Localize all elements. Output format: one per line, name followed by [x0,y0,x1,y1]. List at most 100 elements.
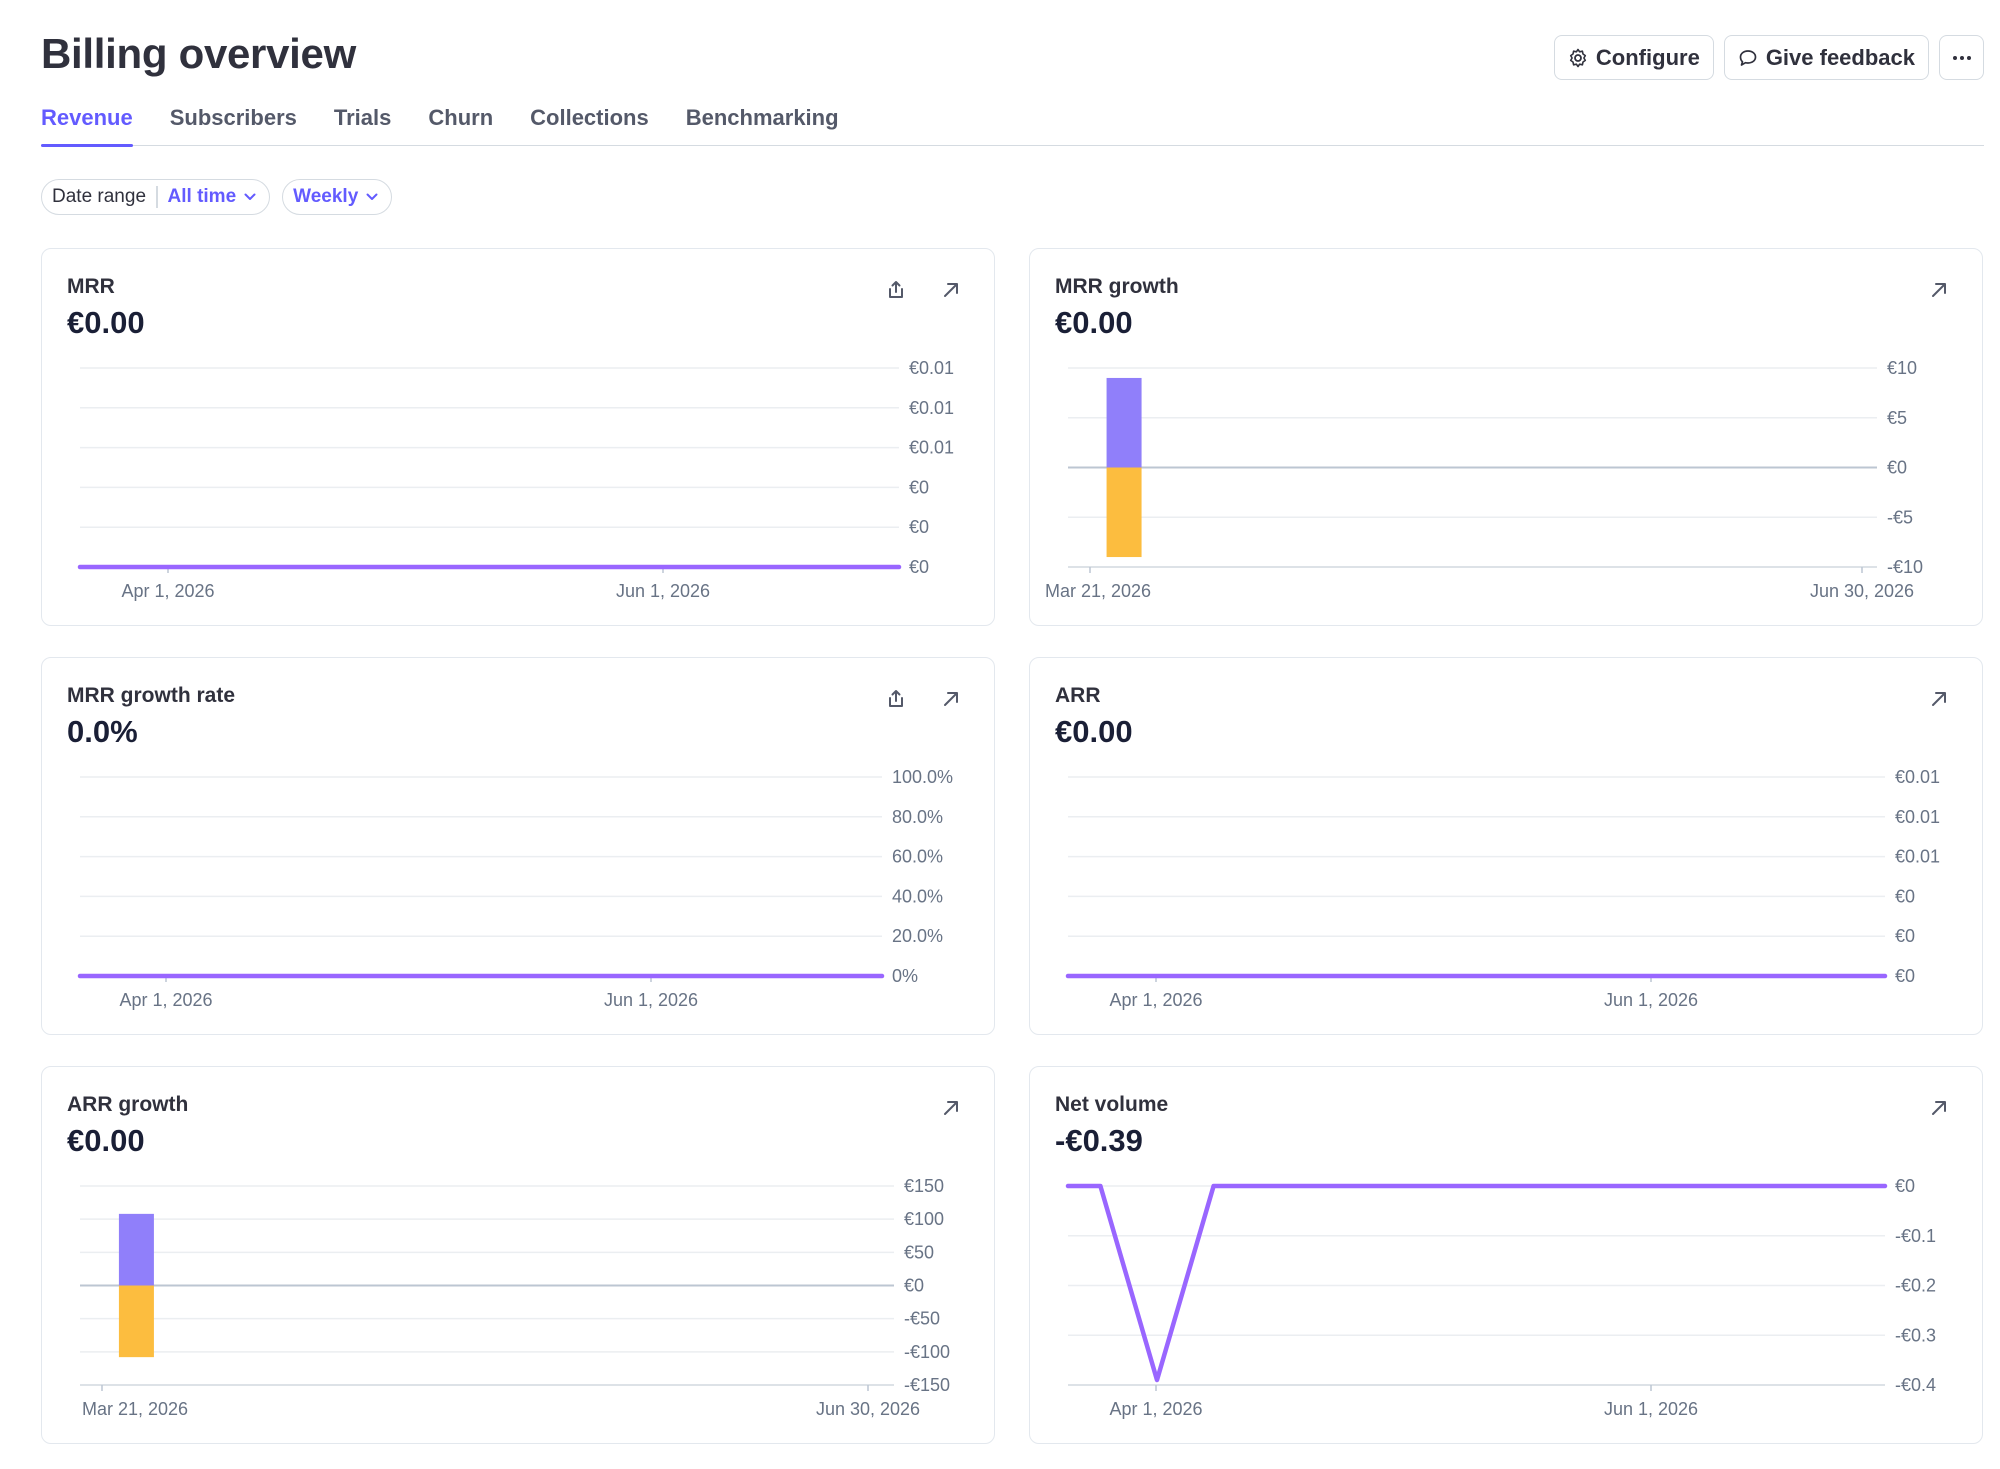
bar-negative [118,1285,154,1358]
expand-arrow-icon[interactable] [1924,1093,1954,1123]
card-title: ARR [1055,684,1101,707]
y-tick-label: €100 [904,1209,944,1229]
x-tick-label: Apr 1, 2026 [1109,990,1202,1010]
y-tick-label: 0% [892,966,918,986]
x-tick-label: Jun 1, 2026 [1604,990,1698,1010]
give-feedback-button[interactable]: Give feedback [1723,35,1929,80]
chart-card-mrr-growth-rate: 100.0% 80.0% 60.0% 40.0% 20.0% 0% Apr 1, 2026 J… [41,657,995,1035]
give-feedback-label: Give feedback [1765,44,1915,70]
y-tick-label: €5 [1887,408,1907,428]
x-tick-label: Apr 1, 2026 [121,581,214,601]
y-tick-label: €0 [1895,926,1915,946]
interval-filter[interactable]: Weekly [282,179,393,215]
expand-arrow-icon[interactable] [936,684,966,714]
y-tick-label: 100.0% [892,767,953,787]
x-tick-label: Apr 1, 2026 [1109,1399,1202,1419]
y-tick-label: 80.0% [892,807,943,827]
bar-negative [1106,467,1142,558]
chart-card-arr-growth: €150 €100 €50 €0 -€50 -€100 -€150 Mar 21, 2026 J… [41,1066,995,1444]
date-range-filter[interactable]: Date range All time [41,179,271,215]
page-title: Billing overview [41,30,356,77]
speech-bubble-icon [1738,48,1758,68]
gear-icon [1568,48,1588,68]
expand-arrow-icon[interactable] [936,1093,966,1123]
chart-card-mrr: €0.01 €0.01 €0.01 €0 €0 €0 Apr 1, 2026 Jun 1, 2… [41,248,995,626]
y-tick-label: €0 [1895,966,1915,986]
chart-card-mrr-growth: €10 €5 €0 -€5 -€10 Mar 21, 2026 Jun 30, 2026 MR… [1029,248,1983,626]
card-value: €0.00 [67,1123,145,1158]
y-tick-label: -€10 [1887,557,1923,577]
chart-card-arr: €0.01 €0.01 €0.01 €0 €0 €0 Apr 1, 2026 Jun 1, 2… [1029,657,1983,1035]
y-tick-label: €0 [1887,458,1907,478]
x-tick-label: Jun 30, 2026 [1810,581,1914,601]
tab-churn[interactable]: Churn [428,105,494,130]
y-tick-label: -€0.3 [1895,1325,1936,1345]
configure-label: Configure [1595,44,1700,70]
y-tick-label: -€0.4 [1895,1375,1936,1395]
chart-arr: €0.01 €0.01 €0.01 €0 €0 €0 Apr 1, 2026 Jun 1, 2… [1065,767,1940,1010]
y-tick-label: €0 [1895,886,1915,906]
chart-mrr-growth: €10 €5 €0 -€5 -€10 Mar 21, 2026 Jun 30, 2026 [1045,358,1923,601]
x-tick-label: Jun 1, 2026 [1604,1399,1698,1419]
y-tick-label: -€5 [1887,507,1913,527]
y-tick-label: -€0.1 [1895,1226,1936,1246]
export-icon[interactable] [881,684,911,714]
y-tick-label: 20.0% [892,926,943,946]
card-value: €0.00 [1055,714,1133,749]
filter-bar: Date range All time Weekly [41,179,393,215]
y-tick-label: €10 [1887,358,1917,378]
tab-trials[interactable]: Trials [333,105,392,130]
chevron-down-icon [236,193,256,201]
x-tick-label: Apr 1, 2026 [119,990,212,1010]
y-tick-label: €0.01 [909,438,954,458]
expand-arrow-icon[interactable] [1924,684,1954,714]
series-line [1065,1183,1888,1383]
y-tick-label: €0.01 [909,358,954,378]
expand-arrow-icon[interactable] [936,275,966,305]
chart-mrr-growth-rate: 100.0% 80.0% 60.0% 40.0% 20.0% 0% Apr 1, 2026 J… [77,767,953,1010]
bar-positive [1106,377,1142,468]
tab-revenue[interactable]: Revenue [41,100,133,147]
y-tick-label: €0.01 [1895,847,1940,867]
tab-bar: Revenue Subscribers Trials Churn Collections… [41,100,1984,147]
chart-arr-growth: €150 €100 €50 €0 -€50 -€100 -€150 Mar 21, 2026 J… [80,1176,950,1419]
tab-collections[interactable]: Collections [530,105,649,130]
x-tick-label: Jun 1, 2026 [616,581,710,601]
x-tick-label: Mar 21, 2026 [1045,581,1151,601]
tab-benchmarking[interactable]: Benchmarking [685,105,839,130]
y-tick-label: -€100 [904,1342,950,1362]
interval-value: Weekly [293,186,359,207]
card-value: 0.0% [67,714,138,749]
card-value: -€0.39 [1055,1123,1143,1158]
card-title: MRR growth [1055,275,1179,298]
more-options-button[interactable] [1939,35,1984,80]
x-tick-label: Mar 21, 2026 [82,1399,188,1419]
chart-net-volume: €0 -€0.1 -€0.2 -€0.3 -€0.4 Apr 1, 2026 Jun 1, … [1065,1176,1936,1419]
y-tick-label: €0 [904,1276,924,1296]
y-tick-label: -€0.2 [1895,1276,1936,1296]
y-tick-label: €0 [1895,1176,1915,1196]
bar-positive [118,1213,154,1286]
y-tick-label: -€50 [904,1309,940,1329]
card-value: €0.00 [67,305,145,340]
card-title: Net volume [1055,1093,1169,1116]
y-tick-label: 60.0% [892,847,943,867]
y-tick-label: €0.01 [1895,807,1940,827]
filter-divider [156,186,158,208]
y-tick-label: €0 [909,517,929,537]
y-tick-label: €50 [904,1242,934,1262]
x-tick-label: Jun 1, 2026 [604,990,698,1010]
export-icon[interactable] [881,275,911,305]
y-tick-label: -€150 [904,1375,950,1395]
card-title: ARR growth [67,1093,189,1116]
x-tick-label: Jun 30, 2026 [816,1399,920,1419]
date-range-label: Date range [52,186,147,207]
header-actions: Configure Give feedback [1553,35,1984,80]
expand-arrow-icon[interactable] [1924,275,1954,305]
configure-button[interactable]: Configure [1553,35,1714,80]
card-title: MRR [67,275,115,298]
ellipsis-icon [1952,55,1972,61]
y-tick-label: €0 [909,477,929,497]
tab-subscribers[interactable]: Subscribers [169,105,297,130]
chart-card-net-volume: €0 -€0.1 -€0.2 -€0.3 -€0.4 Apr 1, 2026 Jun 1, … [1029,1066,1983,1444]
